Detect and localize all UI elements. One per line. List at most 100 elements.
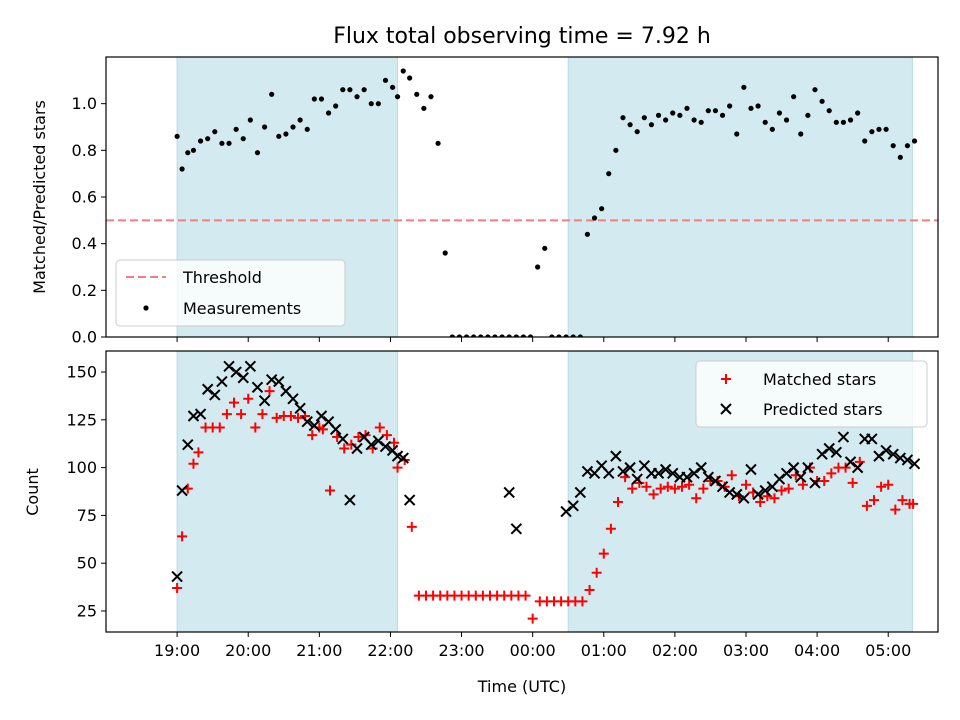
measurement-point (463, 334, 470, 337)
predicted-star-point (581, 465, 594, 478)
matched-star-point (741, 479, 751, 490)
bottom-y-tick-label-2: 75 (77, 506, 97, 525)
measurement-point (911, 138, 918, 144)
x-tick-label-7: 02:00 (652, 641, 698, 660)
measurement-point (691, 117, 697, 123)
measurement-point (670, 110, 676, 116)
measurement-point (890, 143, 896, 149)
matched-star-point (890, 504, 901, 515)
x-tick-label-10: 05:00 (865, 641, 911, 660)
measurement-point (584, 231, 591, 237)
matched-star-point (876, 481, 887, 492)
measurement-point (347, 87, 353, 93)
measurement-point (190, 147, 197, 153)
measurement-point (712, 108, 719, 114)
measurement-point (776, 110, 783, 116)
matched-star-point (677, 481, 687, 492)
matched-star-point (861, 500, 872, 511)
measurement-point (414, 91, 420, 97)
matched-star-point (243, 393, 254, 404)
measurement-point (485, 334, 491, 337)
x-tick-label-6: 01:00 (581, 641, 627, 660)
matched-star-point (627, 483, 638, 494)
measurement-point (389, 84, 396, 90)
matched-star-point (577, 596, 588, 607)
bottom-y-tick-label-0: 25 (77, 601, 97, 620)
bottom-y-axis-label: Count (23, 468, 42, 516)
measurement-point (442, 250, 448, 256)
measurement-point (876, 126, 882, 132)
top-shaded-interval-1 (567, 56, 913, 338)
measurement-point (719, 112, 726, 118)
legend-matched-label: Matched stars (763, 370, 876, 389)
measurement-point (734, 131, 740, 137)
legend-measurements-label: Measurements (183, 299, 301, 318)
measurement-point (325, 110, 332, 116)
predicted-star-point (624, 461, 636, 474)
predicted-star-point (731, 488, 743, 501)
measurement-point (219, 140, 225, 146)
predicted-star-point (681, 471, 693, 483)
x-tick-label-5: 00:00 (510, 641, 556, 660)
legend-predicted-label: Predicted stars (763, 400, 883, 419)
measurement-point (527, 334, 534, 337)
predicted-star-point (887, 448, 899, 460)
measurement-point (819, 98, 825, 104)
measurement-point (591, 215, 598, 221)
x-tick-label-2: 21:00 (296, 641, 342, 660)
measurement-point (226, 140, 232, 146)
predicted-star-point (344, 494, 356, 506)
matched-star-point (250, 422, 261, 433)
predicted-star-point (503, 486, 515, 499)
measurement-point (812, 87, 818, 93)
measurement-point (254, 150, 261, 156)
predicted-star-point (866, 433, 878, 445)
measurement-point (394, 94, 401, 100)
measurement-point (798, 131, 804, 137)
bottom-panel: 25 50 75 100 125 150 19:00 20:00 21:00 22:00 23:00… (66, 350, 939, 660)
predicted-star-point (287, 393, 299, 405)
measurement-point (769, 126, 775, 132)
predicted-star-point (823, 442, 835, 455)
measurement-point (620, 115, 626, 121)
legend-matched-swatch (721, 374, 731, 384)
measurement-point (634, 129, 640, 135)
measurement-point (361, 87, 367, 93)
measurement-point (290, 124, 296, 130)
measurement-point (826, 108, 832, 114)
measurement-point (648, 122, 655, 128)
matched-star-point (236, 409, 247, 420)
matched-star-point (698, 483, 709, 494)
legend-measurements-swatch (143, 305, 149, 311)
measurement-point (663, 117, 669, 123)
matched-star-point (257, 409, 268, 420)
predicted-star-point (171, 570, 183, 583)
legend-threshold-label: Threshold (182, 268, 262, 287)
top-y-axis-label: Matched/Predicted stars (30, 100, 49, 294)
matched-star-point (229, 397, 239, 408)
predicted-star-point (244, 360, 257, 373)
matched-star-point (819, 475, 830, 486)
predicted-star-point (617, 465, 629, 478)
top-y-tick-label-0: 0.0 (72, 328, 97, 347)
matched-star-point (669, 483, 680, 494)
predicted-star-point (301, 416, 313, 428)
matched-star-point (188, 458, 199, 469)
predicted-star-point (894, 452, 907, 464)
predicted-star-point (787, 461, 800, 474)
matched-star-point (648, 489, 659, 500)
predicted-star-point (209, 389, 221, 401)
measurement-point (407, 75, 413, 81)
measurement-point (748, 105, 754, 111)
measurement-point (197, 138, 204, 144)
measurement-point (805, 112, 811, 118)
matched-star-point (897, 495, 908, 506)
predicted-star-point (802, 461, 814, 474)
matched-star-point (726, 470, 737, 481)
matched-star-point (392, 462, 403, 473)
bottom-y-tick-label-4: 125 (66, 410, 97, 429)
measurement-point (883, 126, 889, 132)
predicted-star-point (379, 440, 392, 453)
predicted-star-point (265, 373, 278, 386)
